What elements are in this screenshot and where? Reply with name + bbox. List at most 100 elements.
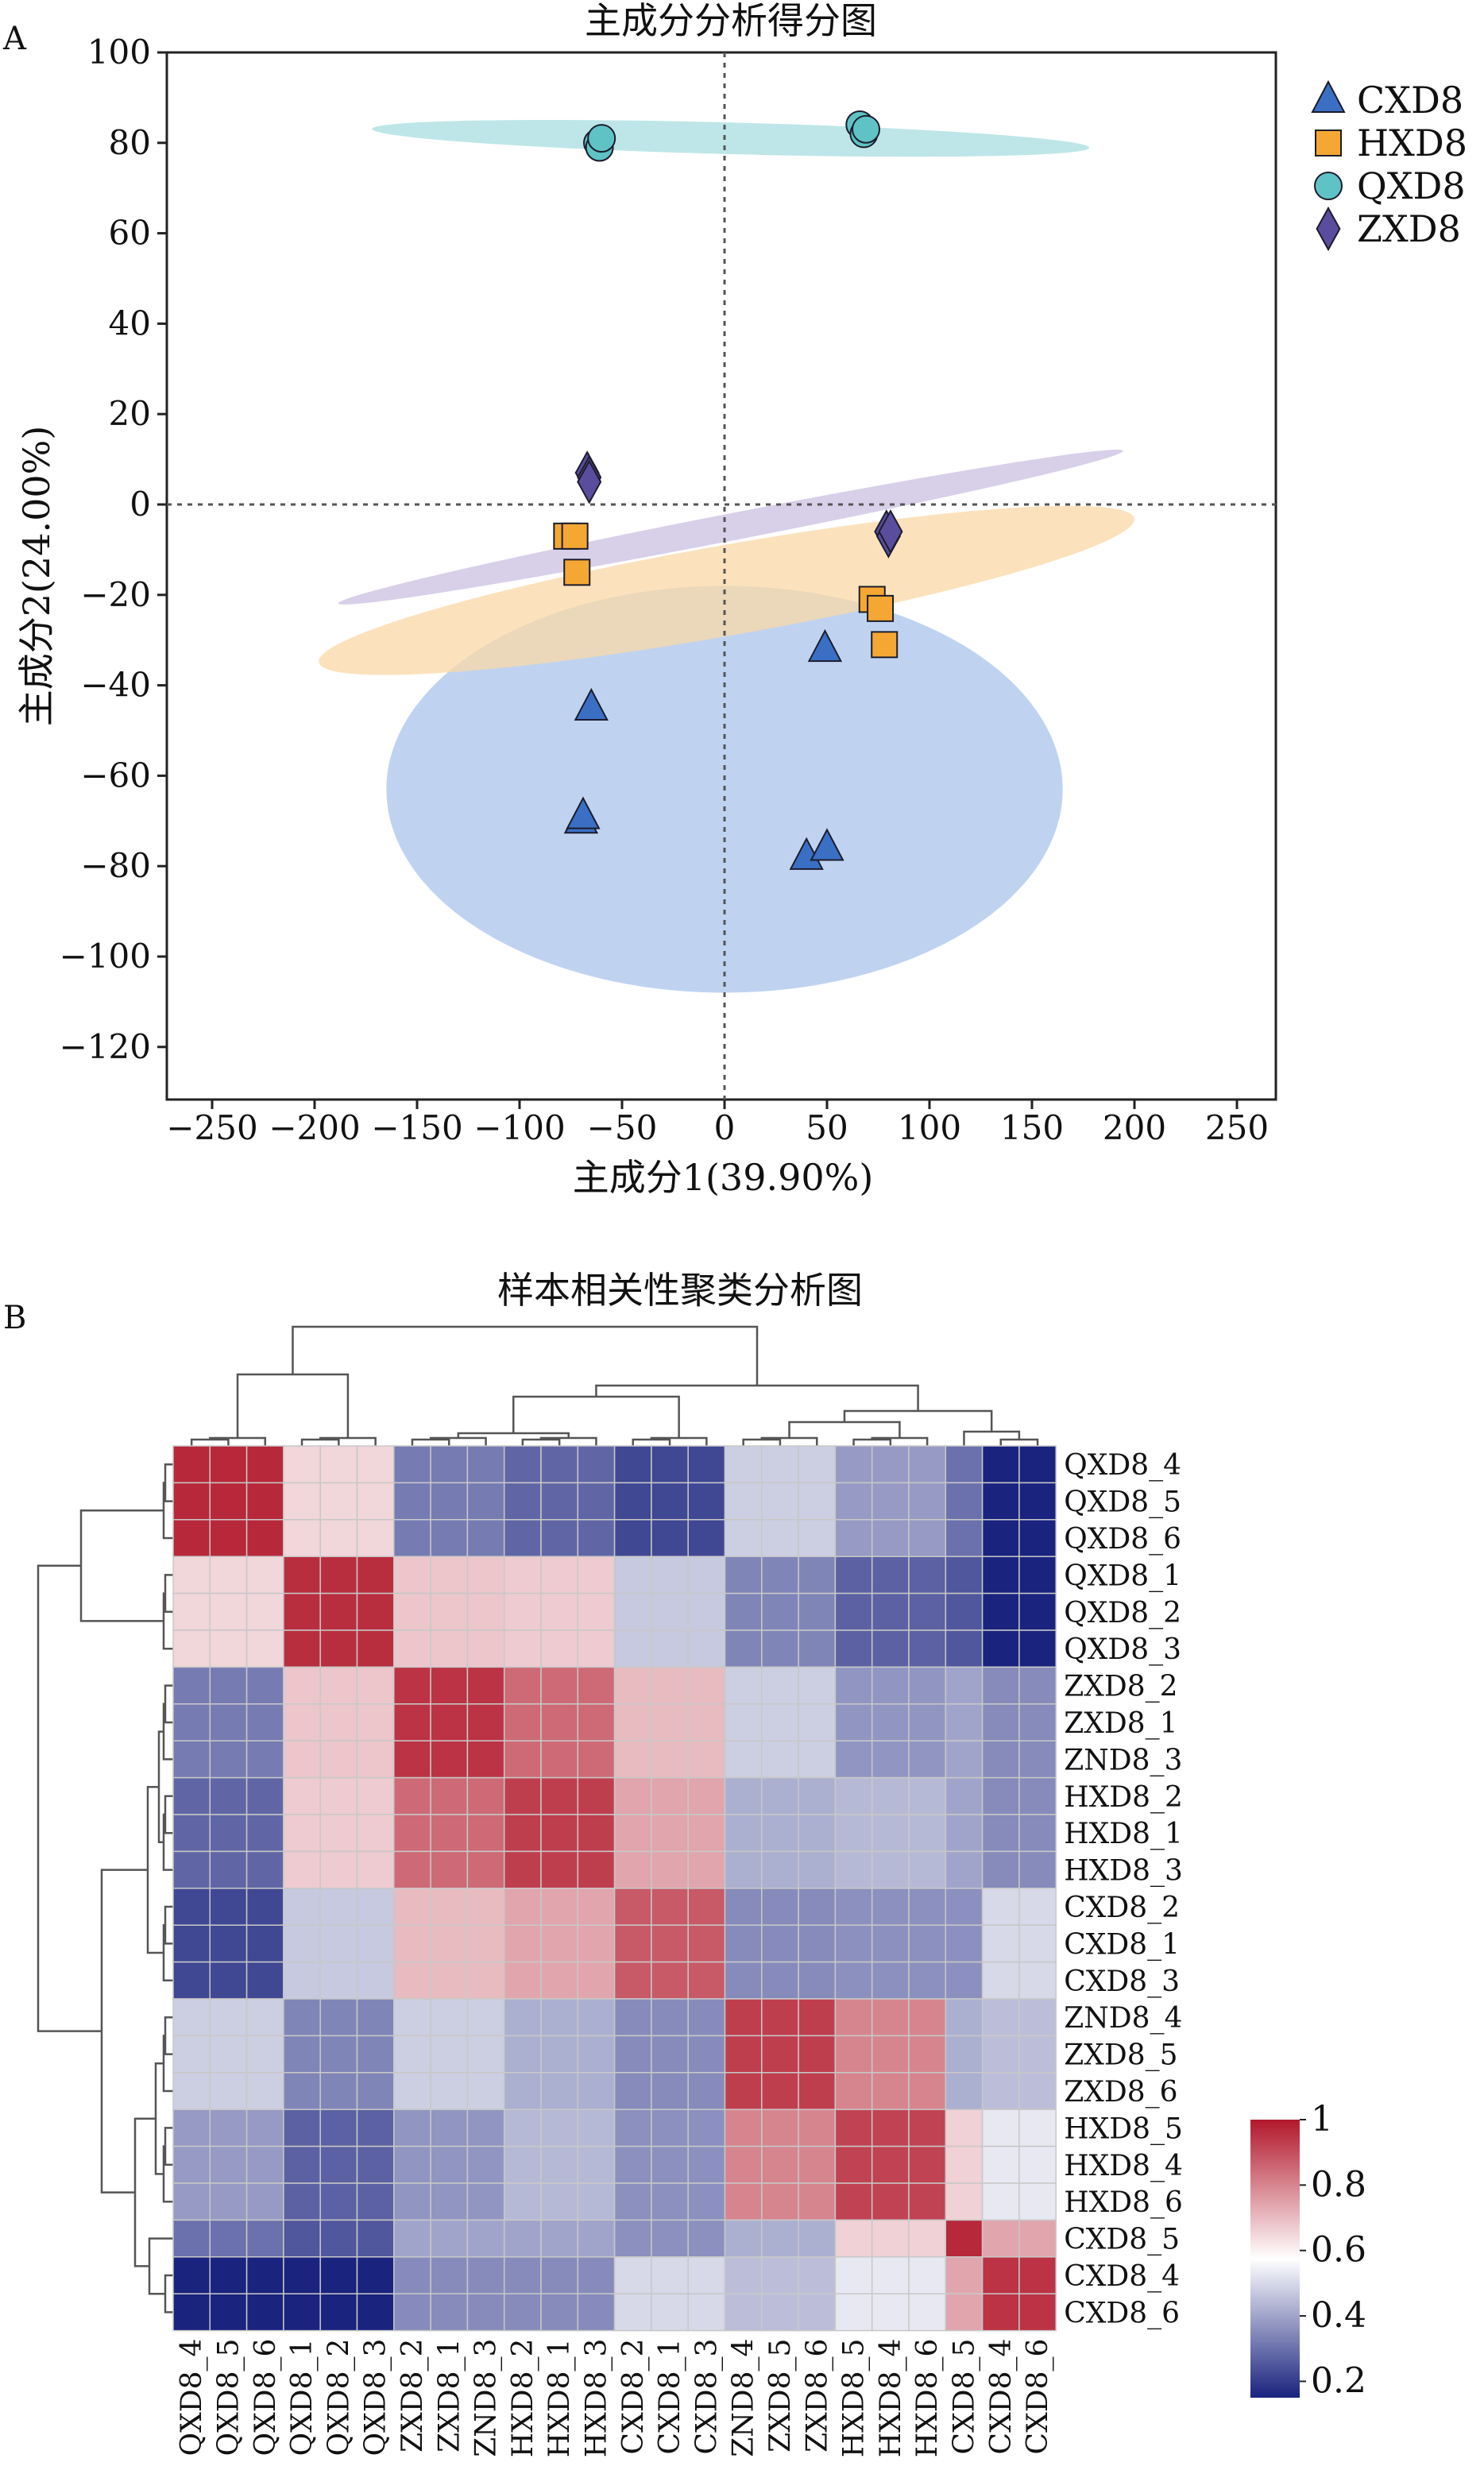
heatmap-cell [761, 1924, 799, 1963]
point-hxd8-2 [561, 522, 589, 550]
heatmap-cell [1018, 1814, 1057, 1853]
heatmap-cell [430, 2145, 469, 2184]
heatmap-cell [283, 2293, 321, 2332]
heatmap-cell [798, 2293, 837, 2332]
dendrogram-link [411, 1438, 450, 1446]
heatmap-cell [172, 1888, 211, 1926]
colorbar-gradient [1250, 2120, 1300, 2398]
heatmap-cell [945, 1703, 984, 1741]
heatmap-cell [798, 2256, 837, 2294]
heatmap-cell [393, 2072, 431, 2110]
heatmap-cell [687, 1888, 726, 1926]
heatmap-cell [503, 1814, 542, 1853]
heatmap-cell [245, 2035, 284, 2074]
heatmap-cell [430, 2072, 469, 2110]
heatmap-cell [687, 1924, 726, 1963]
x-tick-label: 250 [1205, 1108, 1269, 1147]
heatmap-cell [724, 2256, 763, 2294]
heatmap-cell [209, 1998, 248, 2037]
heatmap-cell [798, 1776, 837, 1815]
heatmap-cell [834, 1519, 873, 1557]
heatmap-cell [356, 2182, 395, 2221]
heatmap-cell [540, 2293, 579, 2332]
heatmap-cell [945, 1629, 984, 1668]
heatmap-cell [356, 2145, 395, 2184]
heatmap-cell [651, 1814, 689, 1853]
heatmap-cell [430, 1592, 469, 1631]
heatmap-cell [283, 2109, 321, 2147]
heatmap-cell [834, 1961, 873, 2000]
heatmap-cell [356, 2035, 395, 2074]
heatmap-cell [613, 1924, 652, 1963]
x-tick-label: −100 [473, 1108, 565, 1147]
heatmap-cell [209, 1592, 248, 1631]
heatmap-cell [945, 1740, 984, 1779]
heatmap-cell [981, 2182, 1020, 2221]
heatmap-cell [798, 1888, 837, 1926]
heatmap-cell [613, 1703, 652, 1741]
legend-marker-hxd8 [1315, 129, 1342, 157]
heatmap-cell [908, 1592, 947, 1631]
heatmap-cell [172, 1445, 211, 1484]
heatmap-cell [209, 2109, 248, 2147]
heatmap-cell [981, 1888, 1020, 1926]
heatmap-cell [172, 1814, 211, 1853]
heatmap-cell [798, 1445, 837, 1484]
column-label: QXD8_1 [286, 2339, 319, 2456]
heatmap-cell [577, 1666, 616, 1705]
column-label: QXD8_6 [249, 2339, 282, 2456]
heatmap-cell [613, 2035, 652, 2074]
heatmap-cell [798, 1814, 837, 1853]
heatmap-cell [430, 2293, 469, 2332]
heatmap-cell [871, 2035, 910, 2074]
heatmap-cell [724, 2109, 763, 2147]
heatmap-cell [908, 1482, 947, 1521]
heatmap-cell [356, 1556, 395, 1594]
heatmap-cell [834, 1998, 873, 2037]
heatmap-cell [283, 2072, 321, 2110]
y-tick-label: −60 [80, 756, 151, 794]
heatmap-cell [430, 1519, 469, 1557]
heatmap-cell [945, 1556, 984, 1594]
heatmap-cell [466, 2182, 505, 2221]
heatmap-cell [283, 1814, 321, 1853]
y-tick-label: −80 [80, 846, 151, 885]
heatmap-cell [319, 2072, 358, 2110]
heatmap-cell [871, 1666, 910, 1705]
x-tick-label: 200 [1103, 1108, 1166, 1147]
heatmap-cell [1018, 1850, 1057, 1889]
heatmap-cell [393, 1482, 431, 1521]
heatmap-cell [540, 2256, 579, 2294]
dendrogram-link [164, 2274, 173, 2313]
y-tick-label: 20 [109, 394, 151, 433]
heatmap-cell [540, 1961, 579, 2000]
heatmap-cell [540, 2145, 579, 2184]
heatmap-cell [761, 1961, 799, 2000]
column-label: CXD8_3 [690, 2339, 723, 2455]
heatmap-cell [430, 1961, 469, 2000]
heatmap-cell [908, 2219, 947, 2258]
heatmap-cell [945, 2293, 984, 2332]
heatmap-cell [613, 2145, 652, 2184]
heatmap-cell [466, 2256, 505, 2294]
heatmap-cell [834, 1814, 873, 1853]
dendrogram-link [788, 1421, 901, 1438]
point-hxd8-6 [871, 631, 899, 659]
column-label: ZND8_3 [470, 2339, 503, 2457]
heatmap-cell [466, 2293, 505, 2332]
heatmap-cell [172, 1998, 211, 2037]
point-qxd8-3 [587, 124, 616, 153]
dendrogram-link [512, 1395, 680, 1438]
heatmap-cell [908, 2293, 947, 2332]
heatmap-cell [209, 2293, 248, 2332]
heatmap-cell [577, 1776, 616, 1815]
heatmap-cell [724, 1850, 763, 1889]
heatmap-cell [871, 2109, 910, 2147]
heatmap-cell [577, 2219, 616, 2258]
heatmap-cell [319, 2256, 358, 2294]
heatmap-cell [209, 1445, 248, 1484]
heatmap-cell [981, 1814, 1020, 1853]
point-hxd8-5 [867, 594, 895, 622]
heatmap-cell [687, 2109, 726, 2147]
heatmap-cell [283, 1924, 321, 1963]
